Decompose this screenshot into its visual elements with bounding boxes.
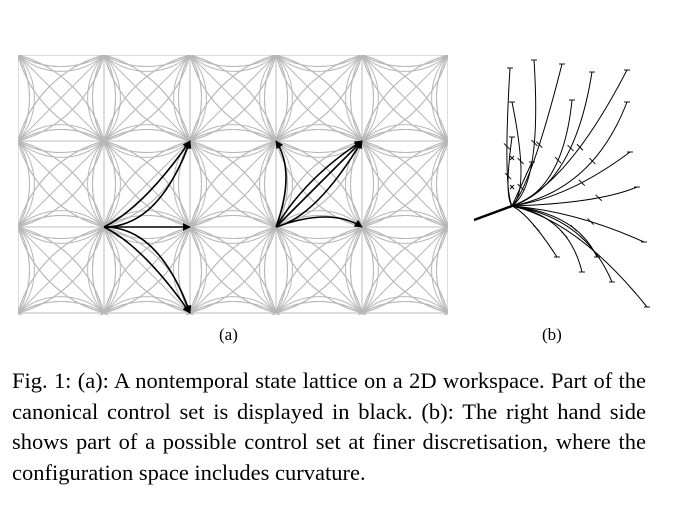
figure-caption: Fig. 1: (a): A nontemporal state lattice… xyxy=(12,368,646,485)
fine-control-set-figure xyxy=(473,59,650,308)
subfigure-a-label: (a) xyxy=(219,325,238,344)
lattice-grid xyxy=(18,55,448,315)
canonical-control-set xyxy=(103,140,363,314)
subfigure-b-label: (b) xyxy=(542,325,562,344)
curvature-control-set xyxy=(473,59,650,308)
state-lattice-figure xyxy=(18,55,448,315)
